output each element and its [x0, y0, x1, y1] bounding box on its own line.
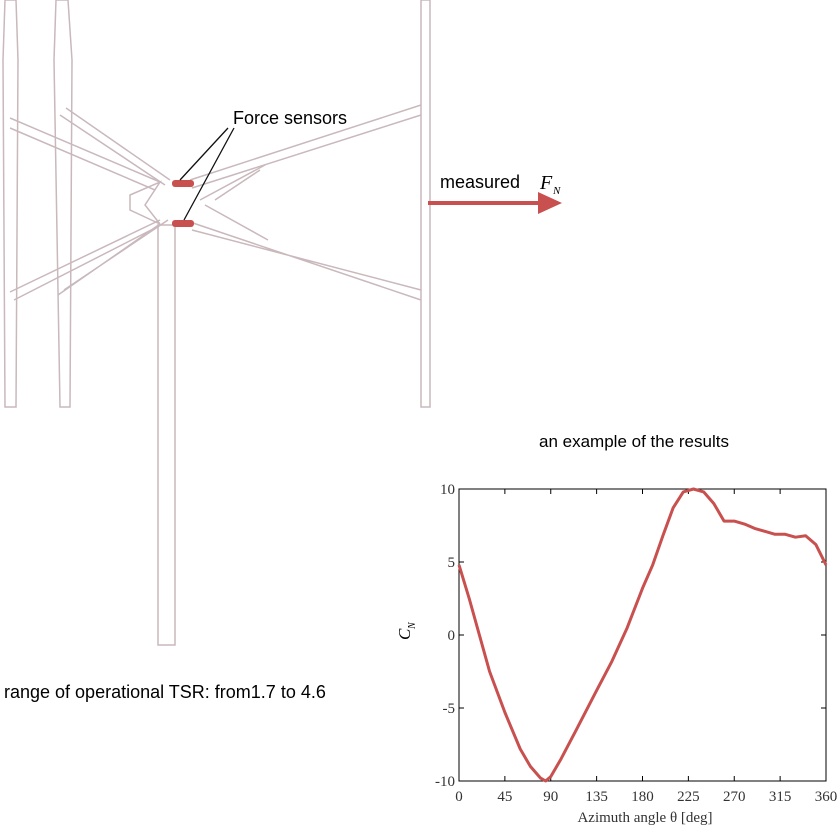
x-tick-label: 45: [497, 789, 512, 805]
force-symbol: F: [539, 172, 553, 194]
x-tick-label: 135: [585, 789, 608, 805]
data-line: [457, 487, 828, 783]
tsr-note: range of operational TSR: from1.7 to 4.6: [4, 682, 326, 702]
chart-title: an example of the results: [539, 432, 729, 451]
x-tick-label: 315: [769, 789, 792, 805]
force-sensor: [172, 220, 194, 227]
x-axis-label: Azimuth angle θ [deg]: [577, 810, 712, 826]
y-tick-label: 5: [448, 555, 456, 571]
x-tick-label: 360: [815, 789, 838, 805]
measured-label: measured: [440, 172, 520, 192]
sensor-label: Force sensors: [233, 108, 347, 128]
force-sensor: [172, 180, 194, 187]
x-tick-label: 270: [723, 789, 746, 805]
y-axis-subscript: N: [407, 621, 418, 630]
y-tick-label: -5: [443, 701, 456, 717]
x-tick-label: 0: [455, 789, 463, 805]
y-tick-label: 0: [448, 628, 456, 644]
force-subscript: N: [552, 185, 561, 197]
x-tick-label: 180: [631, 789, 654, 805]
y-tick-label: 10: [440, 482, 455, 498]
y-axis-label: C N: [395, 621, 418, 640]
x-tick-label: 225: [677, 789, 700, 805]
y-tick-label: -10: [435, 774, 455, 790]
x-tick-label: 90: [543, 789, 558, 805]
turbine-drawing: [2, 0, 562, 646]
y-axis-symbol: C: [395, 628, 414, 640]
